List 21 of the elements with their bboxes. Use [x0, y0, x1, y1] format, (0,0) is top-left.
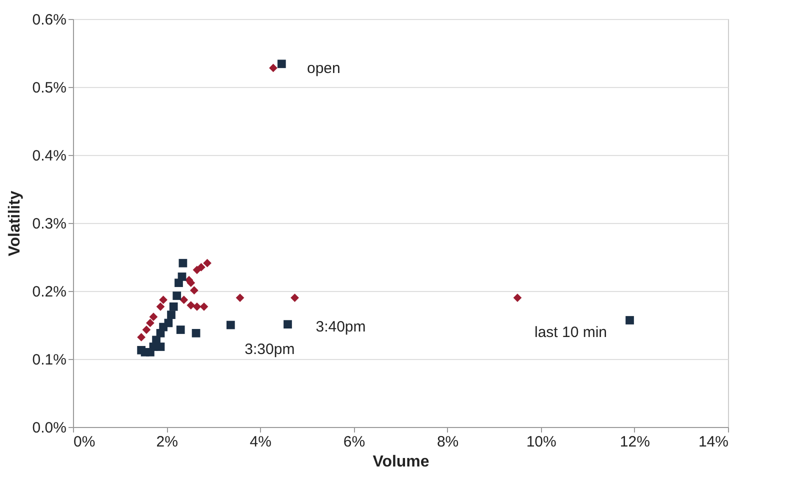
- annotation: last 10 min: [534, 324, 608, 342]
- x-tick-label: 2%: [156, 434, 178, 450]
- x-tick-label: 4%: [250, 434, 272, 450]
- x-tick-label: 0%: [74, 434, 96, 450]
- y-tick-label: 0.5%: [32, 80, 66, 96]
- x-tick-label: 10%: [526, 434, 556, 450]
- y-tick-label: 0.3%: [32, 216, 66, 232]
- x-tick-label: 6%: [343, 434, 366, 450]
- y-axis-title: Volatility: [6, 190, 24, 256]
- x-tick-label: 14%: [698, 434, 728, 450]
- y-tick-label: 0.0%: [32, 420, 66, 436]
- annotation: open: [306, 60, 340, 77]
- x-axis-title: Volume: [372, 454, 430, 470]
- y-tick-label: 0.6%: [32, 12, 66, 28]
- y-tick-label: 0.4%: [32, 148, 66, 164]
- y-tick-label: 0.2%: [32, 284, 66, 300]
- y-tick-label: 0.1%: [32, 352, 66, 368]
- annotation: 3:30pm: [244, 341, 295, 358]
- x-tick-label: 12%: [620, 434, 650, 450]
- x-tick-label: 8%: [436, 434, 459, 450]
- annotation: 3:40pm: [316, 318, 366, 336]
